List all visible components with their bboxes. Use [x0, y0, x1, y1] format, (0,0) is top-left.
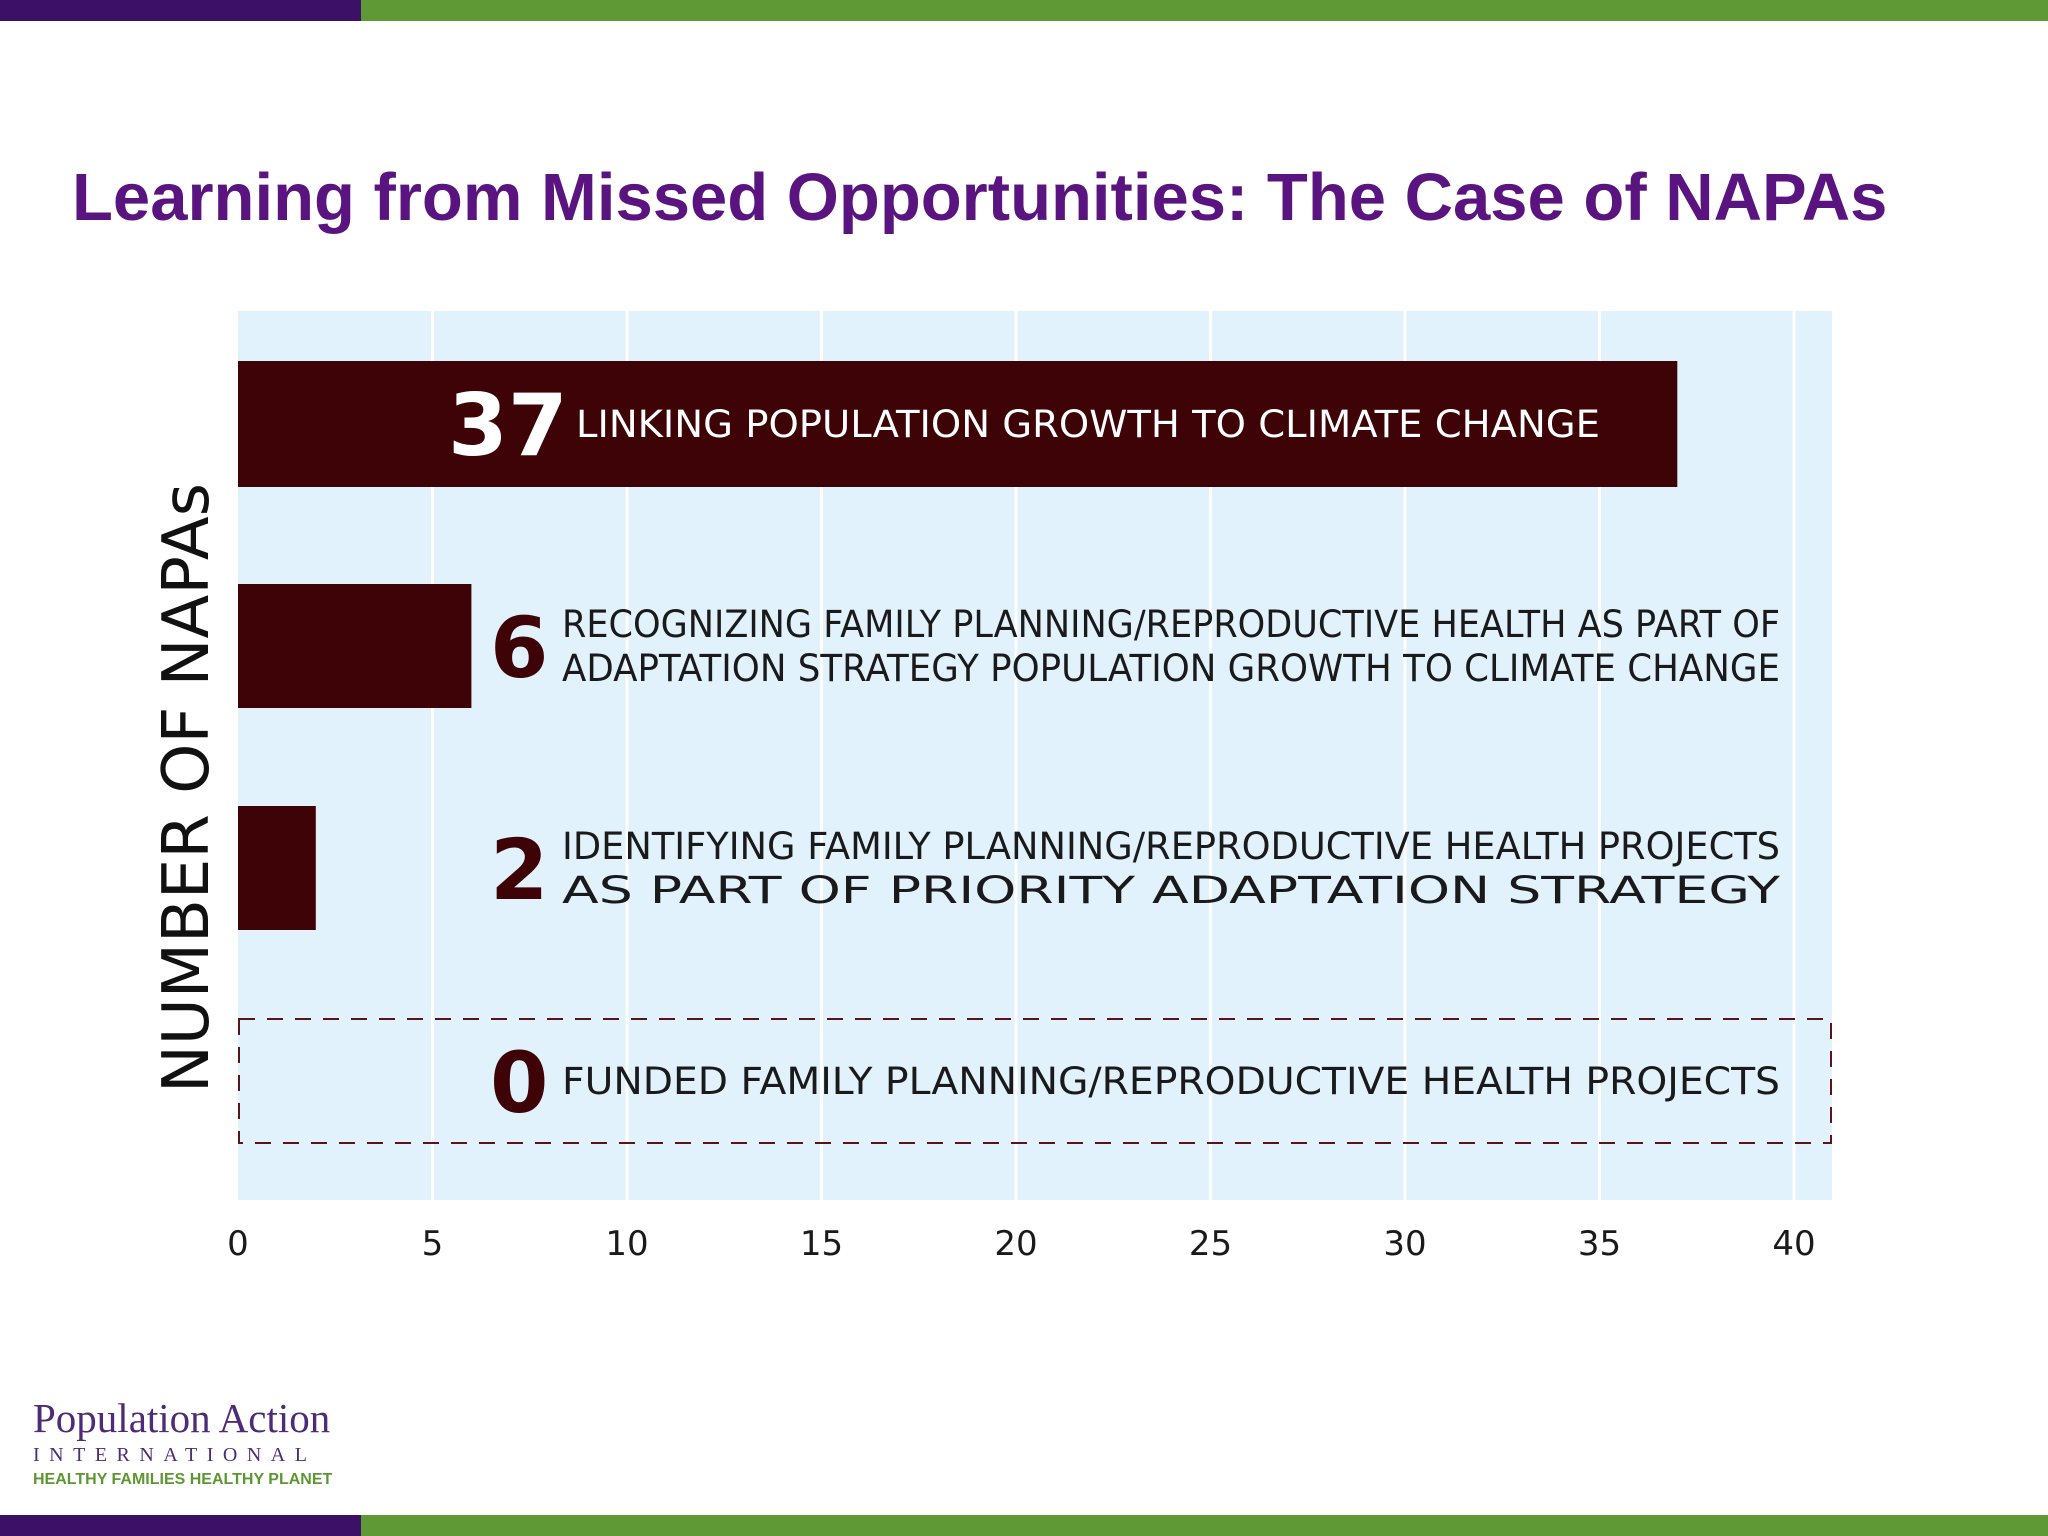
x-tick-label: 20 [994, 1224, 1037, 1264]
top-accent-green [361, 0, 2048, 21]
top-accent-purple [0, 0, 361, 21]
data-label-text: ADAPTATION STRATEGY POPULATION GROWTH TO… [562, 647, 1780, 690]
bottom-accent-purple [0, 1515, 361, 1536]
logo-tagline: HEALTHY FAMILIES HEALTHY PLANET [33, 1471, 333, 1488]
x-tick-label: 30 [1383, 1224, 1426, 1264]
y-axis-label: NUMBER OF NAPAs [150, 483, 224, 1093]
population-action-logo: Population Action INTERNATIONAL HEALTHY … [33, 1394, 353, 1492]
bottom-accent-green [361, 1515, 2048, 1536]
top-accent-bar [0, 0, 2048, 21]
x-tick-label: 35 [1578, 1224, 1621, 1264]
bar-2 [238, 806, 316, 930]
x-tick-label: 40 [1772, 1224, 1815, 1264]
data-label-value: 2 [490, 821, 548, 919]
data-label-text: FUNDED FAMILY PLANNING/REPRODUCTIVE HEAL… [562, 1060, 1780, 1103]
data-label-text: IDENTIFYING FAMILY PLANNING/REPRODUCTIVE… [562, 825, 1780, 868]
data-label-value: 37 [448, 376, 568, 476]
x-tick-label: 25 [1189, 1224, 1232, 1264]
bar-6 [238, 584, 472, 708]
bottom-accent-bar [0, 1515, 2048, 1536]
logo-name: Population Action [33, 1395, 331, 1441]
x-tick-label: 10 [605, 1224, 648, 1264]
data-label-text: AS PART OF PRIORITY ADAPTATION STRATEGY [562, 869, 1781, 912]
slide-title: Learning from Missed Opportunities: The … [72, 160, 1888, 235]
x-tick-label: 0 [227, 1224, 249, 1264]
data-label-text: RECOGNIZING FAMILY PLANNING/REPRODUCTIVE… [562, 603, 1780, 646]
logo-subname: INTERNATIONAL [33, 1444, 317, 1466]
bar-37 [238, 361, 1678, 487]
x-tick-label: 15 [800, 1224, 843, 1264]
data-label-value: 0 [490, 1034, 548, 1132]
data-label-text: LINKING POPULATION GROWTH TO CLIMATE CHA… [576, 403, 1600, 446]
x-tick-label: 5 [422, 1224, 444, 1264]
data-label-value: 6 [490, 599, 548, 697]
dashed-zero-outline [238, 1018, 1832, 1144]
